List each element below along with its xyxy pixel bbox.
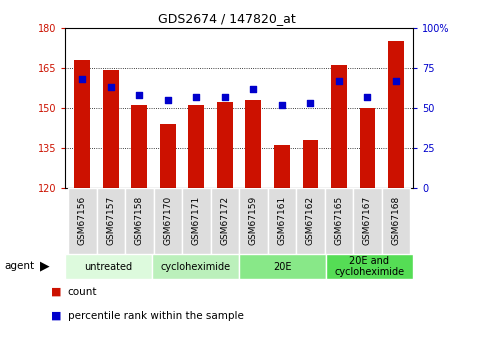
Bar xyxy=(245,100,261,188)
Bar xyxy=(359,108,375,188)
Text: ■: ■ xyxy=(51,311,61,321)
Text: ▶: ▶ xyxy=(40,260,50,273)
Bar xyxy=(152,254,239,279)
Text: 20E and
cycloheximide: 20E and cycloheximide xyxy=(334,256,405,277)
FancyBboxPatch shape xyxy=(382,188,410,254)
Bar xyxy=(331,65,347,188)
Point xyxy=(364,94,371,99)
Text: GSM67170: GSM67170 xyxy=(163,196,172,245)
Text: GSM67156: GSM67156 xyxy=(78,196,87,245)
Text: GSM67165: GSM67165 xyxy=(334,196,343,245)
Bar xyxy=(274,145,290,188)
Bar xyxy=(188,105,204,188)
Text: count: count xyxy=(68,287,97,296)
Point xyxy=(307,100,314,106)
Bar xyxy=(131,105,147,188)
Bar xyxy=(217,102,233,188)
FancyBboxPatch shape xyxy=(268,188,296,254)
FancyBboxPatch shape xyxy=(325,188,353,254)
Text: GDS2674 / 147820_at: GDS2674 / 147820_at xyxy=(158,12,296,25)
Text: cycloheximide: cycloheximide xyxy=(160,262,231,272)
Point xyxy=(78,76,86,82)
Text: GSM67172: GSM67172 xyxy=(220,196,229,245)
Point xyxy=(221,94,228,99)
Text: percentile rank within the sample: percentile rank within the sample xyxy=(68,311,243,321)
Point xyxy=(164,97,171,102)
Point xyxy=(335,78,343,83)
Bar xyxy=(239,254,326,279)
Point xyxy=(135,92,143,98)
FancyBboxPatch shape xyxy=(125,188,154,254)
Bar xyxy=(103,70,119,188)
Bar xyxy=(388,41,404,188)
FancyBboxPatch shape xyxy=(182,188,211,254)
Bar xyxy=(74,60,90,188)
FancyBboxPatch shape xyxy=(154,188,182,254)
Text: GSM67158: GSM67158 xyxy=(135,196,144,245)
Point xyxy=(278,102,286,107)
FancyBboxPatch shape xyxy=(97,188,125,254)
Text: GSM67167: GSM67167 xyxy=(363,196,372,245)
Text: GSM67171: GSM67171 xyxy=(192,196,201,245)
Text: 20E: 20E xyxy=(273,262,292,272)
Text: ■: ■ xyxy=(51,287,61,296)
Text: GSM67161: GSM67161 xyxy=(277,196,286,245)
Bar xyxy=(326,254,413,279)
Point xyxy=(392,78,400,83)
Bar xyxy=(65,254,152,279)
Text: GSM67159: GSM67159 xyxy=(249,196,258,245)
Text: GSM67157: GSM67157 xyxy=(106,196,115,245)
FancyBboxPatch shape xyxy=(211,188,239,254)
Text: agent: agent xyxy=(5,262,35,271)
FancyBboxPatch shape xyxy=(239,188,268,254)
Point xyxy=(192,94,200,99)
Bar xyxy=(160,124,176,188)
FancyBboxPatch shape xyxy=(296,188,325,254)
Text: GSM67162: GSM67162 xyxy=(306,196,315,245)
Point xyxy=(250,86,257,91)
Text: GSM67168: GSM67168 xyxy=(391,196,400,245)
Text: untreated: untreated xyxy=(85,262,133,272)
Point xyxy=(107,84,114,90)
FancyBboxPatch shape xyxy=(353,188,382,254)
Bar xyxy=(302,140,318,188)
FancyBboxPatch shape xyxy=(68,188,97,254)
